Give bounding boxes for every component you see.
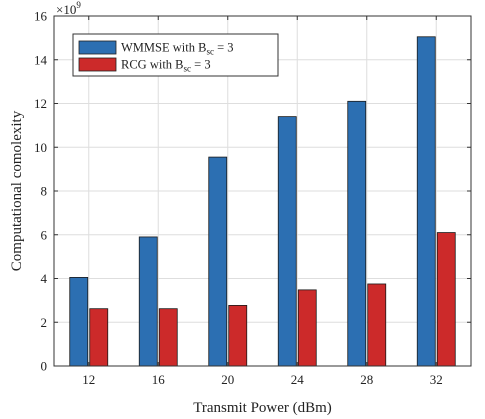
bar-wmmse-28 (347, 100, 367, 367)
bars (69, 36, 456, 367)
x-tick-label: 12 (82, 372, 95, 387)
x-axis-label: Transmit Power (dBm) (193, 400, 332, 416)
bar-rcg-28 (367, 283, 387, 367)
bar-wmmse-12 (69, 277, 89, 367)
bar-wmmse-16 (138, 236, 158, 367)
y-axis-label: Computational comolexity (9, 110, 25, 271)
bar-wmmse-32 (416, 36, 436, 367)
bar-rcg-16 (158, 308, 178, 367)
legend-swatch-rcg (78, 57, 117, 72)
bar-rcg-20 (228, 305, 248, 367)
y-tick-label: 14 (34, 52, 48, 67)
y-tick-label: 16 (34, 9, 48, 24)
x-tick-label: 20 (221, 372, 234, 387)
y-tick-label: 12 (34, 96, 47, 111)
x-tick-label: 32 (430, 372, 443, 387)
bar-rcg-12 (89, 308, 109, 367)
x-tick-label: 28 (360, 372, 373, 387)
bar-rcg-24 (297, 289, 317, 367)
x-tick-label: 24 (291, 372, 305, 387)
x-tick-label: 16 (152, 372, 166, 387)
legend-label-wmmse: WMMSE with Bsc = 3 (121, 41, 234, 57)
y-tick-label: 10 (34, 140, 47, 155)
y-tick-label: 8 (41, 184, 48, 199)
legend-swatch-wmmse (78, 40, 117, 55)
bar-wmmse-24 (277, 116, 297, 367)
y-tick-label: 0 (41, 359, 48, 374)
legend: WMMSE with Bsc = 3 RCG with Bsc = 3 (72, 33, 279, 77)
y-tick-label: 6 (41, 227, 48, 242)
y-tick-label: 2 (41, 315, 48, 330)
bar-wmmse-20 (208, 156, 228, 367)
legend-label-rcg: RCG with Bsc = 3 (121, 58, 211, 74)
y-multiplier-label: ×109 (56, 0, 81, 17)
bar-rcg-32 (436, 232, 456, 367)
grid (54, 16, 471, 366)
y-tick-label: 4 (41, 271, 48, 286)
